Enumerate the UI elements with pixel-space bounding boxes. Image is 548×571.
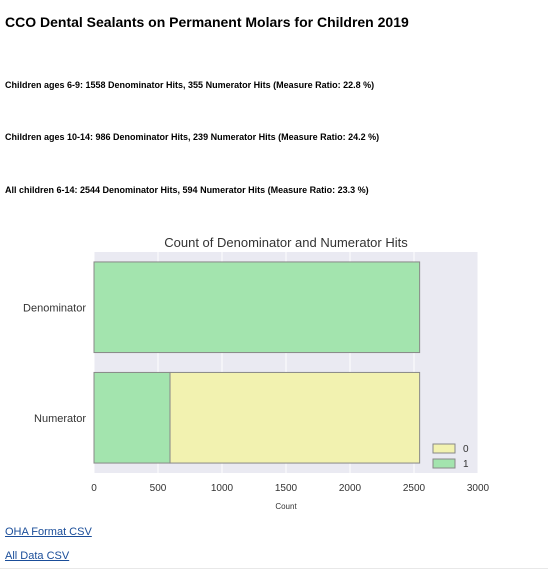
x-axis-label: Count [275, 502, 297, 511]
oha-format-csv-link[interactable]: OHA Format CSV [5, 526, 92, 538]
legend-label-0: 0 [463, 444, 469, 455]
bar-denominator-series-1 [93, 261, 421, 354]
y-tick-label: Denominator [23, 302, 86, 314]
bar-numerator-series-0 [169, 371, 421, 464]
stat-ages-10-14: Children ages 10-14: 986 Denominator Hit… [5, 132, 380, 142]
legend: 01 [432, 443, 469, 470]
chart-title: Count of Denominator and Numerator Hits [164, 235, 408, 250]
page-title: CCO Dental Sealants on Permanent Molars … [5, 14, 409, 30]
x-tick-label: 1500 [275, 483, 298, 494]
x-tick-label: 500 [150, 483, 167, 494]
bar-numerator-series-1 [93, 371, 171, 464]
x-tick-label: 2000 [339, 483, 362, 494]
bottom-divider [0, 568, 548, 569]
stat-ages-6-9: Children ages 6-9: 1558 Denominator Hits… [5, 80, 375, 90]
x-tick-label: 2500 [403, 483, 426, 494]
x-tick-label: 3000 [467, 483, 490, 494]
all-data-csv-link[interactable]: All Data CSV [5, 550, 70, 562]
y-tick-label: Numerator [34, 413, 86, 425]
legend-swatch-0 [432, 443, 456, 454]
x-tick-label: 0 [91, 483, 97, 494]
x-tick-label: 1000 [211, 483, 234, 494]
legend-label-1: 1 [463, 459, 469, 470]
hits-bar-chart: Count of Denominator and Numerator Hits … [23, 235, 490, 511]
stat-all-children: All children 6-14: 2544 Denominator Hits… [5, 185, 369, 195]
legend-swatch-1 [432, 458, 456, 469]
